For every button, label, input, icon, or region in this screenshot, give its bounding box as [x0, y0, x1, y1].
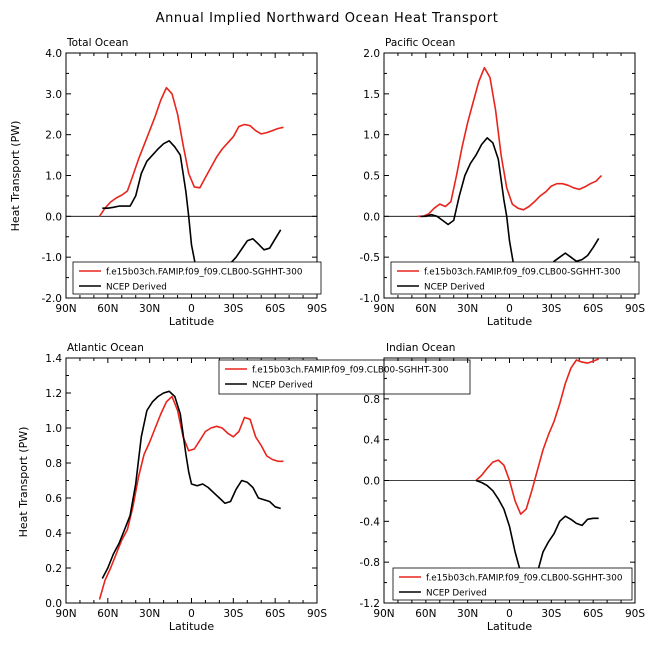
y-tick-label: 2.0: [45, 130, 62, 142]
x-tick-label: 60S: [583, 303, 603, 315]
y-tick-label: 4.0: [45, 48, 62, 60]
y-tick-label: 0.0: [363, 476, 380, 488]
y-axis-label: Heat Transport (PW): [17, 427, 30, 538]
series-line-model: [98, 86, 284, 217]
x-tick-label: 0: [506, 608, 513, 620]
plot-frame: [383, 52, 636, 299]
legend-label: f.e15b03ch.FAMIP.f09_f09.CLB00-SGHHT-300: [106, 268, 303, 278]
x-tick-label: 90S: [625, 303, 645, 315]
y-tick-label: 2.0: [363, 48, 380, 60]
x-axis-label: Latitude: [487, 620, 533, 633]
y-tick-label: 0.0: [45, 211, 62, 223]
x-tick-label: 60N: [415, 303, 436, 315]
y-tick-label: -1.0: [360, 293, 381, 305]
legend-label: NCEP Derived: [424, 283, 485, 293]
plot-frame: [65, 52, 318, 299]
panel-title: Indian Ocean: [386, 342, 455, 354]
y-tick-label: 0.8: [45, 458, 62, 470]
x-tick-label: 90N: [55, 608, 76, 620]
y-tick-label: -2.0: [42, 293, 63, 305]
y-tick-label: -0.5: [360, 252, 381, 264]
x-tick-label: 30N: [457, 303, 478, 315]
panel-title: Total Ocean: [66, 37, 128, 49]
series-line-ncep: [420, 137, 600, 293]
legend-label: f.e15b03ch.FAMIP.f09_f09.CLB00-SGHHT-300: [424, 268, 621, 278]
x-tick-label: 60S: [265, 608, 285, 620]
series-line-model: [475, 358, 599, 516]
x-tick-label: 60N: [97, 303, 118, 315]
x-tick-label: 90S: [307, 608, 327, 620]
panel-2: Pacific Ocean 90N 60N 30N 0 30S 60S 90S -1.0 -0.5…: [360, 37, 646, 328]
y-tick-label: 1.0: [45, 171, 62, 183]
panels: Total Ocean 90N 60N 30N 0 30S 60S 90S -2.0 -1.0 0.…: [9, 37, 645, 633]
y-tick-label: 3.0: [45, 89, 62, 101]
legend-label: f.e15b03ch.FAMIP.f09_f09.CLB00-SGHHT-300: [426, 574, 623, 584]
y-tick-label: 0.0: [363, 211, 380, 223]
x-tick-label: 30N: [457, 608, 478, 620]
y-tick-label: 0.5: [363, 171, 380, 183]
legend: f.e15b03ch.FAMIP.f09_f09.CLB00-SGHHT-300…: [218, 359, 471, 395]
series-line-ncep: [102, 140, 282, 285]
x-tick-label: 60N: [415, 608, 436, 620]
x-tick-label: 60N: [97, 608, 118, 620]
panel-4: Indian Ocean 90N 60N 30N 0 30S 60S 90S -1.2 -0.8 -…: [360, 342, 646, 633]
legend-label: NCEP Derived: [252, 381, 313, 391]
legend-box: [392, 567, 633, 601]
legend-box: [390, 261, 640, 295]
x-tick-label: 0: [188, 608, 195, 620]
y-tick-label: 1.5: [363, 89, 380, 101]
x-tick-label: 30S: [541, 608, 561, 620]
x-tick-label: 30S: [541, 303, 561, 315]
y-axis-label: Heat Transport (PW): [9, 121, 22, 232]
x-tick-label: 30N: [139, 608, 160, 620]
y-tick-label: 0.8: [363, 394, 380, 406]
legend: f.e15b03ch.FAMIP.f09_f09.CLB00-SGHHT-300…: [390, 261, 640, 295]
legend: f.e15b03ch.FAMIP.f09_f09.CLB00-SGHHT-300…: [72, 261, 322, 295]
y-tick-label: 1.0: [45, 423, 62, 435]
y-tick-label: 0.4: [363, 435, 380, 447]
x-tick-label: 30S: [223, 608, 243, 620]
y-tick-label: 0.6: [45, 493, 62, 505]
legend-box: [218, 359, 471, 395]
panel-3: Atlantic Ocean 90N 60N 30N 0 30S 60S 90S 0.0 0.2 0…: [17, 342, 471, 633]
y-tick-label: 1.0: [363, 130, 380, 142]
legend: f.e15b03ch.FAMIP.f09_f09.CLB00-SGHHT-300…: [392, 567, 633, 601]
x-tick-label: 60S: [583, 608, 603, 620]
y-tick-label: -0.8: [360, 557, 381, 569]
y-tick-label: -0.4: [360, 516, 381, 528]
x-tick-label: 90N: [373, 608, 394, 620]
legend-label: f.e15b03ch.FAMIP.f09_f09.CLB00-SGHHT-300: [252, 366, 449, 376]
x-tick-label: 90S: [625, 608, 645, 620]
series-line-model: [417, 66, 603, 218]
x-tick-label: 30S: [223, 303, 243, 315]
panel-title: Atlantic Ocean: [67, 342, 144, 354]
panel-title: Pacific Ocean: [385, 37, 455, 49]
legend-label: NCEP Derived: [106, 283, 167, 293]
x-tick-label: 0: [188, 303, 195, 315]
x-tick-label: 90N: [373, 303, 394, 315]
series-line-ncep: [101, 390, 281, 579]
x-tick-label: 60S: [265, 303, 285, 315]
y-tick-label: 0.4: [45, 528, 62, 540]
x-tick-label: 30N: [139, 303, 160, 315]
y-tick-label: -1.0: [42, 252, 63, 264]
x-axis-label: Latitude: [169, 620, 215, 633]
series-line-model: [98, 395, 284, 600]
x-tick-label: 90N: [55, 303, 76, 315]
legend-label: NCEP Derived: [426, 589, 487, 599]
x-tick-label: 0: [506, 303, 513, 315]
y-tick-label: 0.2: [45, 563, 62, 575]
y-tick-label: 1.2: [45, 388, 62, 400]
x-axis-label: Latitude: [487, 315, 533, 328]
x-axis-label: Latitude: [169, 315, 215, 328]
y-tick-label: -1.2: [360, 598, 381, 610]
legend-box: [72, 261, 322, 295]
panel-1: Total Ocean 90N 60N 30N 0 30S 60S 90S -2.0 -1.0 0.…: [9, 37, 327, 328]
y-tick-label: 1.4: [45, 353, 62, 365]
x-tick-label: 90S: [307, 303, 327, 315]
y-tick-label: 0.0: [45, 598, 62, 610]
figure-title: Annual Implied Northward Ocean Heat Tran…: [156, 11, 499, 26]
